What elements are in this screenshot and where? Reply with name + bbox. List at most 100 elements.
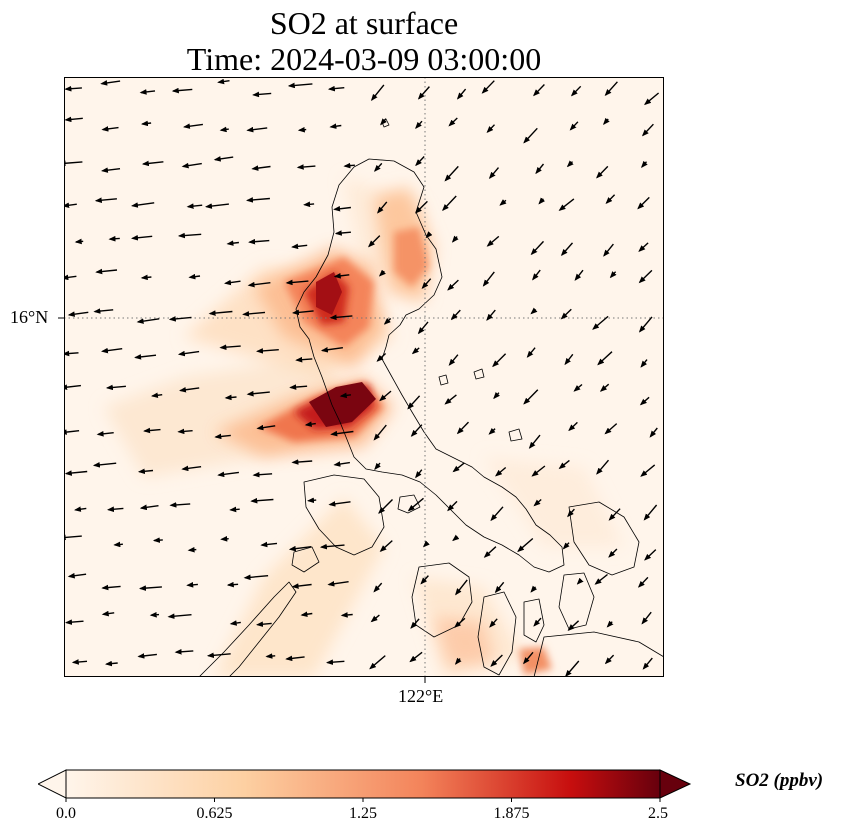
wind-arrow	[517, 537, 534, 553]
wind-arrow	[252, 91, 272, 98]
wind-arrow	[140, 274, 152, 281]
colorbar-tick-4: 2.5	[648, 805, 668, 822]
wind-arrow	[285, 655, 305, 662]
wind-arrow	[456, 421, 470, 435]
wind-arrow	[247, 281, 271, 288]
wind-arrow	[596, 459, 610, 475]
wind-arrow	[566, 160, 574, 168]
wind-arrow	[303, 201, 315, 208]
colorbar-tick-3: 1.875	[493, 805, 530, 822]
wind-arrow	[488, 427, 496, 435]
wind-arrow	[224, 394, 237, 401]
wind-arrow	[246, 126, 268, 133]
wind-arrow	[291, 459, 313, 465]
wind-arrow	[605, 194, 616, 205]
wind-arrow	[343, 162, 355, 169]
bohol-cebu-coast	[523, 598, 545, 643]
wind-arrow	[533, 84, 545, 97]
wind-arrow	[644, 92, 660, 106]
wind-arrow	[451, 235, 459, 243]
mindanao-coast	[533, 631, 664, 677]
wind-arrow	[171, 87, 193, 94]
wind-arrow	[425, 231, 433, 239]
wind-arrow	[101, 126, 119, 132]
wind-arrow	[339, 392, 351, 399]
southern-plume	[214, 377, 394, 457]
wind-arrow	[576, 577, 584, 585]
wind-arrow	[373, 582, 383, 593]
wind-arrow	[378, 499, 393, 514]
wind-arrow	[93, 308, 114, 314]
lon-tick-label: 122°E	[398, 686, 444, 706]
wind-arrow	[420, 575, 429, 585]
wind-arrow	[64, 470, 88, 476]
wind-arrow	[444, 165, 459, 182]
wind-arrow	[229, 506, 240, 513]
colorbar-tick-0: 0.0	[56, 805, 76, 822]
wind-arrow	[64, 160, 83, 167]
wind-arrow	[304, 421, 316, 427]
wind-arrow	[214, 433, 231, 440]
wind-arrow	[407, 395, 421, 410]
wind-arrow	[442, 195, 457, 212]
wind-arrow	[206, 652, 231, 659]
wind-arrow	[415, 469, 423, 479]
wind-arrow	[256, 424, 276, 431]
wind-arrow	[300, 611, 313, 617]
wind-arrow	[604, 423, 618, 435]
wind-arrow	[229, 620, 241, 626]
wind-arrow	[638, 242, 649, 252]
wind-arrow	[444, 394, 457, 405]
wind-arrow	[456, 88, 467, 100]
wind-arrow	[330, 430, 354, 437]
wind-arrow	[447, 500, 458, 512]
wind-arrow	[101, 610, 115, 617]
wind-arrow	[251, 165, 271, 171]
wind-arrow	[562, 542, 570, 550]
wind-arrow	[139, 585, 162, 591]
wind-arrow	[560, 308, 572, 320]
wind-arrow	[291, 583, 312, 589]
wind-arrow	[602, 117, 610, 125]
wind-arrow	[379, 540, 393, 553]
wind-arrow	[452, 534, 460, 542]
wind-arrow	[139, 89, 156, 95]
wind-arrow	[637, 576, 649, 588]
wind-arrow	[137, 468, 154, 475]
wind-arrow	[131, 234, 153, 241]
wind-arrow	[327, 85, 345, 92]
wind-arrow	[486, 309, 496, 321]
map-frame	[64, 77, 664, 677]
wind-arrow	[533, 498, 542, 507]
wind-arrow	[289, 384, 308, 390]
wind-arrow	[530, 240, 545, 256]
wind-arrow	[333, 205, 351, 212]
wind-arrow	[208, 310, 233, 316]
wind-arrow	[410, 424, 423, 437]
wind-arrow	[369, 655, 386, 670]
wind-arrow	[340, 612, 353, 618]
wind-arrow	[564, 660, 580, 677]
wind-arrow	[643, 504, 658, 521]
wind-arrow	[333, 273, 350, 279]
wind-arrow	[152, 537, 163, 543]
wind-arrow	[492, 353, 507, 368]
wind-arrow	[219, 126, 229, 133]
leyte-coast	[558, 572, 595, 630]
wind-arrow	[292, 309, 314, 316]
wind-arrow	[637, 196, 650, 210]
wind-arrow	[530, 585, 538, 593]
wind-arrow	[139, 504, 159, 511]
wind-arrow	[64, 350, 79, 357]
wind-arrow	[414, 200, 428, 214]
wind-arrow	[94, 197, 117, 203]
wind-arrow	[188, 273, 201, 280]
wind-arrow	[493, 392, 500, 400]
wind-arrow	[64, 116, 83, 123]
wind-arrow	[167, 613, 192, 619]
colorbar-tick-2: 1.25	[349, 805, 377, 822]
wind-arrow	[558, 198, 575, 211]
wind-arrow	[376, 352, 387, 362]
wind-arrow	[560, 242, 574, 257]
